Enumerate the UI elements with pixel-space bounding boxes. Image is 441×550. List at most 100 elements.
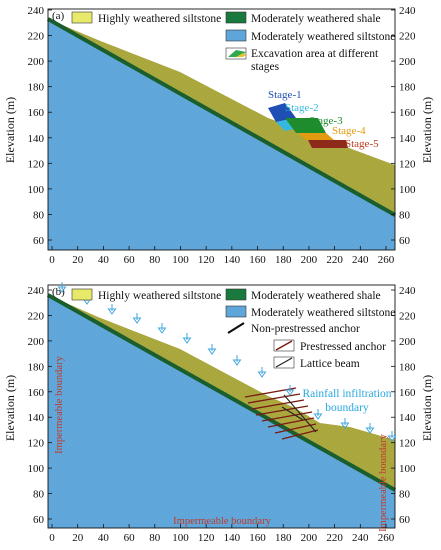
legend-label: Excavation area at different: [251, 48, 379, 60]
y-tick-label: 80: [33, 209, 45, 221]
y-tick-label: 220: [399, 31, 416, 43]
rain-arrow-head: [182, 337, 192, 344]
y-tick-label: 180: [399, 361, 416, 373]
x-tick-label: 80: [149, 532, 161, 544]
legend-label: Moderately weathered siltstone: [251, 307, 395, 319]
mesh-overlay-a: [48, 19, 395, 250]
y-tick-label: 220: [399, 310, 416, 322]
y-tick-label: 180: [28, 82, 45, 94]
rain-arrow-head: [365, 427, 375, 434]
panel-b: (b) Highly weathered siltstone Moderatel…: [3, 282, 434, 544]
y-tick-label: 80: [399, 489, 411, 501]
legend-swatch-non-prestressed-anchor: [227, 322, 245, 334]
bottom-boundary-label: Impermeable boundary: [173, 516, 271, 527]
y-tick-label: 240: [28, 285, 45, 297]
legend-label: Moderately weathered siltstone: [251, 31, 395, 43]
plot-frame-a: [47, 8, 396, 251]
legend-swatch-moderately-weathered-shale-a: [225, 11, 247, 24]
x-tick-label: 220: [326, 254, 343, 266]
legend-swatch-moderately-weathered-shale-b: [225, 288, 247, 301]
legend-swatch-highly-weathered-siltstone-a: [71, 11, 93, 24]
y-tick-label: 120: [399, 158, 416, 170]
y-tick-label: 200: [399, 336, 416, 348]
rain-arrow-head: [107, 308, 117, 315]
y-tick-label: 60: [33, 235, 45, 247]
y-tick-label: 140: [399, 133, 416, 145]
x-tick-label: 60: [124, 254, 136, 266]
y-tick-label: 220: [28, 31, 45, 43]
x-tick-label: 200: [301, 254, 318, 266]
x-tick-label: 20: [72, 254, 84, 266]
shale-band-a: [47, 17, 396, 217]
y-tick-label: 80: [33, 489, 45, 501]
y-tick-label: 240: [399, 5, 416, 17]
x-tick-label: 100: [172, 254, 189, 266]
y-tick-label: 140: [28, 133, 45, 145]
y-tick-label: 140: [28, 412, 45, 424]
y-tick-label: 100: [399, 184, 416, 196]
y-tick-label: 220: [28, 310, 45, 322]
excavation-stage-3: [285, 118, 326, 133]
x-tick-label: 260: [378, 254, 395, 266]
excavation-stage-4: [298, 133, 334, 140]
y-tick-label: 60: [399, 235, 411, 247]
y-tick-label: 200: [399, 56, 416, 68]
legend-label: Moderately weathered shale: [251, 290, 381, 302]
y-tick-label: 160: [399, 387, 416, 399]
y-tick-label: 160: [399, 107, 416, 119]
x-tick-label: 160: [249, 254, 266, 266]
x-tick-label: 20: [72, 532, 84, 544]
shale-band-b: [47, 293, 396, 492]
y-tick-label: 100: [28, 184, 45, 196]
legend-label: Prestressed anchor: [300, 341, 386, 353]
rainfall-arrows: [57, 282, 397, 442]
x-tick-label: 160: [249, 532, 266, 544]
lattice-beams: [281, 394, 317, 433]
x-tick-label: 0: [49, 532, 55, 544]
legend-label: Lattice beam: [300, 358, 360, 370]
rain-arrow-head: [207, 348, 217, 355]
stage-label-1: Stage-1: [268, 89, 302, 101]
y-tick-label: 180: [28, 361, 45, 373]
y-axis-title-left-a: Elevation (m): [3, 97, 17, 163]
rain-arrow-head: [257, 371, 267, 378]
y-tick-label: 160: [28, 387, 45, 399]
legend-a: Highly weathered siltstone Moderately we…: [71, 11, 395, 73]
rain-arrow-head: [340, 422, 350, 429]
legend-swatch-moderately-weathered-siltstone-b: [225, 305, 247, 318]
legend-label: Highly weathered siltstone: [98, 290, 221, 302]
y-tick-label: 140: [399, 412, 416, 424]
y-tick-label: 100: [399, 463, 416, 475]
legend-label: Highly weathered siltstone: [98, 13, 221, 25]
rainfall-boundary-label-line2: boundary: [325, 402, 369, 414]
rain-arrow-head: [387, 435, 397, 442]
rain-arrow-head: [232, 359, 242, 366]
left-boundary-label: Impermeable boundary: [54, 355, 65, 453]
y-axis-title-right-a: Elevation (m): [420, 97, 434, 163]
stage-label-5: Stage-5: [345, 138, 379, 150]
x-tick-label: 220: [326, 532, 343, 544]
rain-arrow-head: [57, 286, 67, 293]
plot-frame-b: [47, 284, 396, 529]
y-tick-label: 200: [28, 336, 45, 348]
y-tick-label: 240: [28, 5, 45, 17]
rainfall-boundary-label-line1: Rainfall infiltration: [302, 388, 391, 400]
y-tick-label: 120: [399, 438, 416, 450]
rain-arrow-head: [285, 389, 295, 396]
x-tick-label: 260: [378, 532, 395, 544]
stage-label-2: Stage-2: [285, 102, 319, 114]
stage-label-3: Stage-3: [309, 115, 343, 127]
y-tick-label: 100: [28, 463, 45, 475]
x-tick-label: 140: [224, 254, 241, 266]
y-tick-label: 80: [399, 209, 411, 221]
legend-label: stages: [251, 61, 280, 73]
y-tick-label: 180: [399, 82, 416, 94]
legend-swatch-highly-weathered-siltstone-b: [71, 288, 93, 301]
rain-arrow-head: [132, 317, 142, 324]
panel-label-a: (a): [52, 10, 65, 22]
legend-b: Highly weathered siltstone Moderately we…: [71, 288, 395, 370]
x-tick-label: 60: [124, 532, 136, 544]
legend-label: Moderately weathered shale: [251, 13, 381, 25]
